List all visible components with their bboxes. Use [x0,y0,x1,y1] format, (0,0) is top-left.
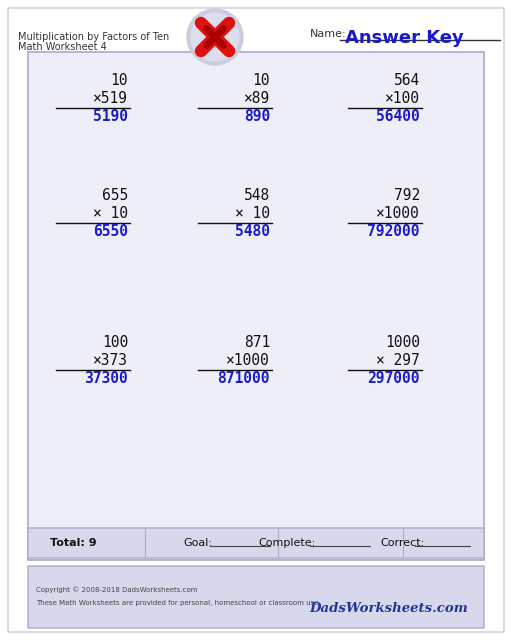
Text: Total: 9: Total: 9 [50,538,96,548]
Text: 564: 564 [394,73,420,88]
Text: Math Worksheet 4: Math Worksheet 4 [18,42,106,52]
Text: 37300: 37300 [84,371,128,386]
Text: 548: 548 [244,188,270,203]
Text: × 10: × 10 [93,206,128,221]
Text: × 297: × 297 [376,353,420,368]
Text: 792000: 792000 [368,224,420,239]
Text: 56400: 56400 [376,109,420,124]
Text: Copyright © 2008-2018 DadsWorksheets.com: Copyright © 2008-2018 DadsWorksheets.com [36,586,198,593]
Text: ×100: ×100 [385,91,420,106]
Text: 6550: 6550 [93,224,128,239]
Text: These Math Worksheets are provided for personal, homeschool or classroom use.: These Math Worksheets are provided for p… [36,600,321,606]
Text: DadsWorksheets.com: DadsWorksheets.com [309,602,468,614]
Text: ×1000: ×1000 [226,353,270,368]
Text: 5190: 5190 [93,109,128,124]
Text: 10: 10 [252,73,270,88]
Text: 655: 655 [102,188,128,203]
Text: 100: 100 [102,335,128,350]
FancyBboxPatch shape [28,52,484,560]
Text: 871000: 871000 [218,371,270,386]
Text: 10: 10 [111,73,128,88]
Text: Multiplication by Factors of Ten: Multiplication by Factors of Ten [18,32,169,42]
FancyBboxPatch shape [28,566,484,628]
Text: 792: 792 [394,188,420,203]
Text: 871: 871 [244,335,270,350]
Text: Answer Key: Answer Key [345,29,464,47]
Text: 890: 890 [244,109,270,124]
Text: 1000: 1000 [385,335,420,350]
Text: ×89: ×89 [244,91,270,106]
Text: 297000: 297000 [368,371,420,386]
Text: ×1000: ×1000 [376,206,420,221]
Text: ×373: ×373 [93,353,128,368]
Text: Correct:: Correct: [380,538,424,548]
Text: × 10: × 10 [235,206,270,221]
Text: ×519: ×519 [93,91,128,106]
Text: 5480: 5480 [235,224,270,239]
FancyBboxPatch shape [28,528,484,558]
Circle shape [191,13,239,61]
FancyBboxPatch shape [8,8,504,632]
Text: Name:: Name: [310,29,347,39]
Circle shape [187,9,243,65]
Text: Complete:: Complete: [258,538,315,548]
Text: Goal:: Goal: [183,538,212,548]
